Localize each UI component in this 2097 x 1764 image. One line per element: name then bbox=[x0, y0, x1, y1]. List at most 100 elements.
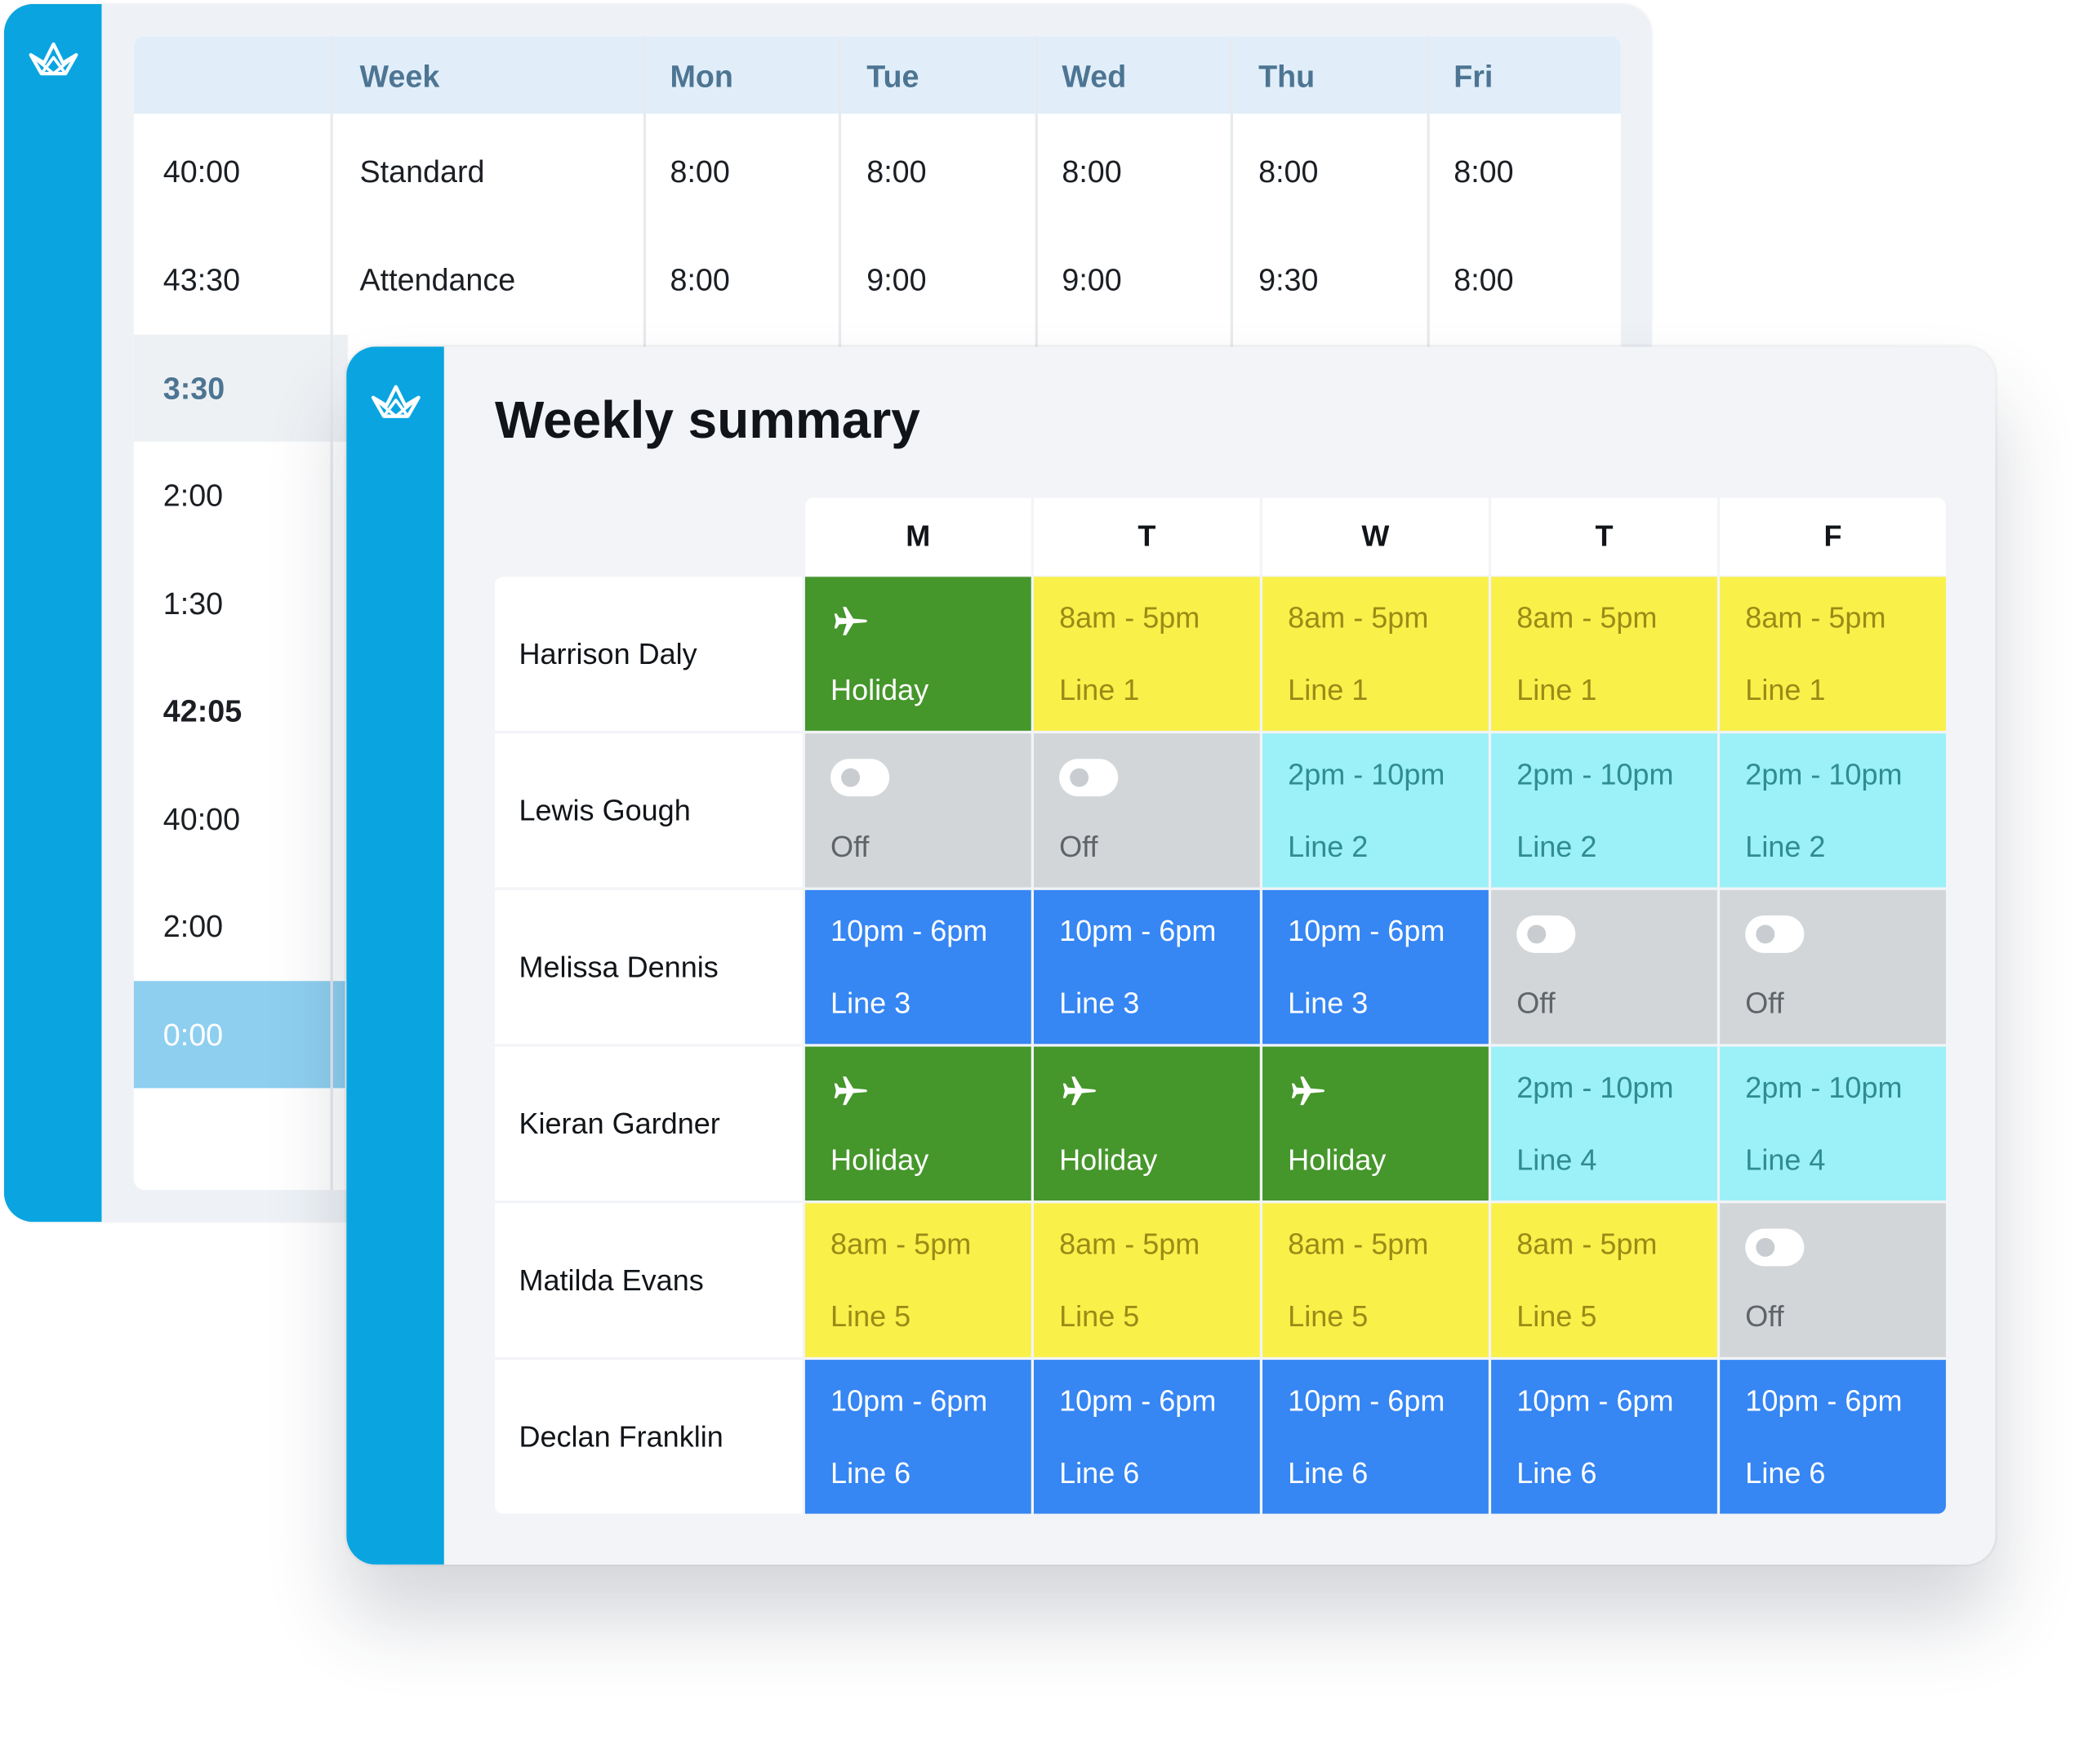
shift-cell-night[interactable]: 10pm - 6pm Line 3 bbox=[804, 889, 1031, 1045]
shift-label: Line 1 bbox=[1745, 673, 1826, 707]
page-title: Weekly summary bbox=[494, 392, 920, 450]
crown-logo-icon[interactable] bbox=[25, 33, 82, 90]
employee-name[interactable]: Matilda Evans bbox=[494, 1203, 803, 1357]
shift-time: 10pm - 6pm bbox=[1059, 1383, 1217, 1418]
shift-cell-day[interactable]: 8am - 5pm Line 5 bbox=[1491, 1203, 1717, 1357]
airplane-icon bbox=[1291, 1076, 1325, 1106]
shift-time: 10pm - 6pm bbox=[830, 914, 988, 948]
day-header: T bbox=[1033, 497, 1260, 576]
shift-cell-holiday[interactable]: Holiday bbox=[1033, 1046, 1260, 1201]
shift-cell-night[interactable]: 10pm - 6pm Line 6 bbox=[804, 1360, 1031, 1514]
shift-label: Line 5 bbox=[1288, 1299, 1369, 1334]
shift-cell-late[interactable]: 2pm - 10pm Line 2 bbox=[1720, 733, 1946, 888]
shift-cell-off[interactable]: Off bbox=[1720, 1203, 1946, 1357]
shift-cell-late[interactable]: 2pm - 10pm Line 4 bbox=[1720, 1046, 1946, 1201]
shift-label: Line 6 bbox=[1288, 1456, 1369, 1490]
shift-label: Off bbox=[1516, 986, 1556, 1020]
shift-time: 10pm - 6pm bbox=[1516, 1383, 1674, 1418]
shift-cell-night[interactable]: 10pm - 6pm Line 3 bbox=[1262, 889, 1489, 1045]
airplane-icon bbox=[834, 607, 867, 635]
header-tue[interactable]: Tue bbox=[866, 59, 919, 94]
day-header: M bbox=[804, 497, 1031, 576]
total-hours-cell: 40:00 bbox=[163, 154, 241, 189]
shift-cell-night[interactable]: 10pm - 6pm Line 6 bbox=[1720, 1360, 1946, 1514]
shift-cell-off[interactable]: Off bbox=[1033, 733, 1260, 888]
shift-time: 8am - 5pm bbox=[1059, 600, 1200, 635]
employee-name[interactable]: Harrison Daly bbox=[494, 577, 803, 731]
toggle-off-icon[interactable] bbox=[1745, 1228, 1805, 1267]
header-thu[interactable]: Thu bbox=[1258, 59, 1316, 94]
shift-time: 2pm - 10pm bbox=[1516, 757, 1674, 791]
header-wed[interactable]: Wed bbox=[1062, 59, 1127, 94]
shift-cell-night[interactable]: 10pm - 6pm Line 6 bbox=[1491, 1360, 1717, 1514]
selected-value[interactable]: 0:00 bbox=[163, 1017, 224, 1053]
timesheet-header-row bbox=[133, 36, 1621, 114]
header-week[interactable]: Week bbox=[359, 59, 440, 94]
shift-label: Line 1 bbox=[1288, 673, 1369, 707]
shift-cell-holiday[interactable]: Holiday bbox=[1262, 1046, 1489, 1201]
shift-time: 10pm - 6pm bbox=[1745, 1383, 1903, 1418]
selected-row[interactable] bbox=[133, 981, 345, 1089]
shift-time: 8am - 5pm bbox=[1516, 600, 1658, 635]
shift-label: Off bbox=[1745, 1299, 1784, 1334]
side-value: 2:00 bbox=[163, 478, 224, 513]
employee-name[interactable]: Declan Franklin bbox=[494, 1360, 803, 1514]
shift-cell-late[interactable]: 2pm - 10pm Line 2 bbox=[1491, 733, 1717, 888]
shift-time: 8am - 5pm bbox=[1059, 1227, 1200, 1261]
shift-cell-day[interactable]: 8am - 5pm Line 5 bbox=[1033, 1203, 1260, 1357]
shift-cell-holiday[interactable]: Holiday bbox=[804, 1046, 1031, 1201]
toggle-off-icon[interactable] bbox=[1059, 759, 1119, 797]
shift-cell-day[interactable]: 8am - 5pm Line 1 bbox=[1720, 577, 1946, 731]
shift-label: Off bbox=[1745, 986, 1784, 1020]
shift-label: Holiday bbox=[1288, 1143, 1387, 1177]
shift-cell-late[interactable]: 2pm - 10pm Line 2 bbox=[1262, 733, 1489, 888]
employee-name[interactable]: Melissa Dennis bbox=[494, 889, 803, 1045]
airplane-icon bbox=[1062, 1076, 1096, 1106]
shift-label: Line 3 bbox=[830, 986, 911, 1020]
shift-cell-day[interactable]: 8am - 5pm Line 1 bbox=[1491, 577, 1717, 731]
shift-cell-late[interactable]: 2pm - 10pm Line 4 bbox=[1491, 1046, 1717, 1201]
shift-cell-off[interactable]: Off bbox=[1491, 889, 1717, 1045]
toggle-off-icon[interactable] bbox=[830, 759, 890, 797]
week-type-cell: Attendance bbox=[359, 262, 516, 297]
shift-cell-off[interactable]: Off bbox=[1720, 889, 1946, 1045]
toggle-off-icon[interactable] bbox=[1745, 915, 1805, 953]
hours-cell: 8:00 bbox=[1454, 262, 1514, 297]
shift-cell-day[interactable]: 8am - 5pm Line 5 bbox=[1262, 1203, 1489, 1357]
shift-cell-night[interactable]: 10pm - 6pm Line 6 bbox=[1262, 1360, 1489, 1514]
employee-name[interactable]: Lewis Gough bbox=[494, 733, 803, 888]
weekly-summary-window: Weekly summary M T W T F Harrison Daly Holiday… bbox=[346, 346, 1996, 1565]
shift-time: 2pm - 10pm bbox=[1288, 757, 1445, 791]
shift-label: Line 5 bbox=[1516, 1299, 1597, 1334]
side-value-total: 42:05 bbox=[163, 693, 243, 728]
shift-cell-off[interactable]: Off bbox=[804, 733, 1031, 888]
shift-label: Line 3 bbox=[1288, 986, 1369, 1020]
hours-cell: 8:00 bbox=[670, 154, 730, 189]
shift-cell-day[interactable]: 8am - 5pm Line 1 bbox=[1033, 577, 1260, 731]
shift-time: 10pm - 6pm bbox=[830, 1383, 988, 1418]
hours-cell: 8:00 bbox=[1062, 154, 1122, 189]
toggle-off-icon[interactable] bbox=[1516, 915, 1576, 953]
shift-label: Line 4 bbox=[1745, 1143, 1826, 1177]
shift-cell-day[interactable]: 8am - 5pm Line 5 bbox=[804, 1203, 1031, 1357]
shift-cell-night[interactable]: 10pm - 6pm Line 6 bbox=[1033, 1360, 1260, 1514]
column-divider bbox=[330, 36, 333, 1190]
shift-label: Line 2 bbox=[1288, 830, 1369, 864]
header-fri[interactable]: Fri bbox=[1454, 59, 1494, 94]
shift-cell-holiday[interactable]: Holiday bbox=[804, 577, 1031, 731]
shift-label: Line 1 bbox=[1516, 673, 1597, 707]
shift-label: Line 3 bbox=[1059, 986, 1140, 1020]
sidebar bbox=[3, 3, 102, 1223]
header-mon[interactable]: Mon bbox=[670, 59, 733, 94]
week-type-cell: Standard bbox=[359, 154, 485, 189]
crown-logo-icon[interactable] bbox=[367, 376, 424, 433]
shift-cell-day[interactable]: 8am - 5pm Line 1 bbox=[1262, 577, 1489, 731]
shift-cell-night[interactable]: 10pm - 6pm Line 3 bbox=[1033, 889, 1260, 1045]
shift-label: Line 2 bbox=[1745, 830, 1826, 864]
shift-label: Line 6 bbox=[830, 1456, 911, 1490]
hours-cell: 8:00 bbox=[670, 262, 730, 297]
shift-label: Line 4 bbox=[1516, 1143, 1597, 1177]
employee-name[interactable]: Kieran Gardner bbox=[494, 1046, 803, 1201]
side-value: 2:00 bbox=[163, 908, 224, 944]
hours-cell: 9:30 bbox=[1258, 262, 1319, 297]
